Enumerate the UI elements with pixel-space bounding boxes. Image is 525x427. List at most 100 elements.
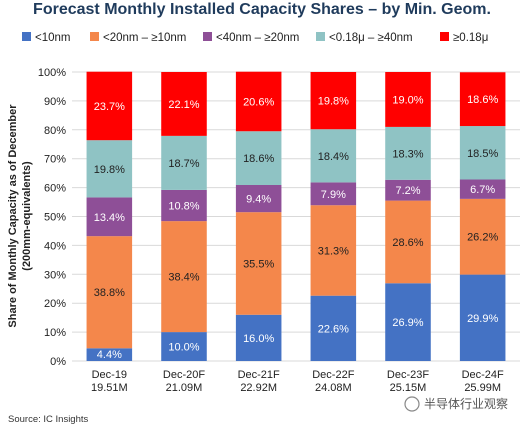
bar-segment bbox=[459, 274, 506, 361]
data-label: 20.6% bbox=[243, 96, 274, 108]
y-tick-label: 60% bbox=[44, 183, 66, 195]
bar-segment bbox=[86, 71, 133, 141]
legend-swatch bbox=[440, 32, 449, 41]
bar-segment bbox=[310, 295, 357, 361]
y-tick-label: 20% bbox=[44, 298, 66, 310]
data-label: 18.6% bbox=[467, 94, 498, 106]
bar-segment bbox=[385, 72, 431, 127]
data-label: 10.8% bbox=[168, 201, 199, 213]
legend-swatch bbox=[22, 32, 31, 41]
data-label: 7.9% bbox=[321, 189, 346, 201]
watermark-text: 半导体行业观察 bbox=[424, 397, 508, 411]
x-tick-label: Dec-22F bbox=[312, 369, 354, 381]
bar-segment bbox=[86, 236, 133, 349]
x-tick-label: Dec-19 bbox=[92, 369, 127, 381]
y-tick-label: 30% bbox=[44, 269, 66, 281]
bar-segment bbox=[161, 189, 207, 222]
x-tick-sublabel: 19.51M bbox=[91, 382, 128, 394]
x-tick-sublabel: 25.15M bbox=[390, 382, 427, 394]
bar-segment bbox=[235, 71, 282, 132]
watermark: 半导体行业观察 bbox=[404, 396, 508, 412]
x-tick-sublabel: 22.92M bbox=[240, 382, 277, 394]
bar-segment bbox=[459, 126, 506, 180]
y-axis-label: Share of Monthly Capacity as of December… bbox=[7, 104, 33, 328]
data-label: 19.8% bbox=[318, 96, 349, 108]
bars: 4.4% 38.8% 13.4% 19.8% 23.7% 10.0% 38.4% 10.8% 1… bbox=[86, 71, 506, 361]
y-tick-label: 90% bbox=[44, 96, 66, 108]
data-label: 19.0% bbox=[392, 94, 423, 106]
legend-item-label: ≥0.18μ bbox=[453, 32, 488, 44]
bar-segment bbox=[161, 332, 207, 361]
data-label: 6.7% bbox=[470, 184, 495, 196]
legend-swatch bbox=[90, 32, 99, 41]
y-tick-label: 10% bbox=[44, 327, 66, 339]
bar-segment bbox=[459, 72, 506, 127]
bar-segment bbox=[86, 140, 133, 198]
legend: <10nm <20nm – ≥10nm <40nm – ≥20nm <0.18μ – … bbox=[22, 32, 488, 44]
data-label: 18.6% bbox=[243, 153, 274, 165]
data-label: 16.0% bbox=[243, 333, 274, 345]
data-label: 26.2% bbox=[467, 232, 498, 244]
data-label: 22.6% bbox=[318, 323, 349, 335]
bar-segment bbox=[235, 131, 282, 185]
bar-segment bbox=[235, 212, 282, 315]
bar-segment bbox=[310, 129, 357, 183]
chart-title: Forecast Monthly Installed Capacity Shar… bbox=[33, 1, 491, 18]
data-label: 9.4% bbox=[246, 194, 271, 206]
y-axis-label-line-2: (200mm-equivalents) bbox=[21, 161, 33, 271]
bar-segment bbox=[459, 198, 506, 275]
bar-segment bbox=[385, 179, 431, 201]
data-label: 4.4% bbox=[97, 349, 122, 361]
legend-swatch bbox=[316, 32, 325, 41]
data-label: 23.7% bbox=[94, 101, 125, 113]
y-tick-label: 70% bbox=[44, 154, 66, 166]
data-label: 18.5% bbox=[467, 148, 498, 160]
data-label: 13.4% bbox=[94, 212, 125, 224]
bar-segment bbox=[235, 184, 282, 213]
data-label: 38.8% bbox=[94, 287, 125, 299]
bar-segment bbox=[310, 182, 357, 206]
bar-segment bbox=[86, 348, 133, 361]
y-tick-label: 0% bbox=[50, 356, 66, 368]
x-tick-label: Dec-23F bbox=[387, 369, 429, 381]
legend-swatch bbox=[203, 32, 212, 41]
bar-segment bbox=[459, 179, 506, 199]
data-label: 26.9% bbox=[392, 317, 423, 329]
data-label: 38.4% bbox=[168, 272, 199, 284]
bar-segment bbox=[235, 314, 282, 361]
data-label: 10.0% bbox=[168, 342, 199, 354]
legend-item-label: <0.18μ – ≥40nm bbox=[329, 32, 413, 44]
data-label: 31.3% bbox=[318, 245, 349, 257]
x-tick-label: Dec-21F bbox=[238, 369, 280, 381]
x-tick-label: Dec-24F bbox=[462, 369, 504, 381]
y-axis-ticks: 0% 10% 20% 30% 40% 50% 60% 70% 80% 90% 100% bbox=[38, 67, 66, 368]
y-tick-label: 50% bbox=[44, 212, 66, 224]
legend-item-label: <40nm – ≥20nm bbox=[216, 32, 299, 44]
data-label: 28.6% bbox=[392, 237, 423, 249]
gridlines bbox=[72, 71, 520, 362]
bar-segment bbox=[161, 72, 207, 136]
bar-segment bbox=[310, 72, 357, 130]
watermark-logo-icon bbox=[404, 396, 420, 412]
data-label: 29.9% bbox=[467, 313, 498, 325]
y-axis-label-line-1: Share of Monthly Capacity as of December bbox=[7, 104, 19, 328]
y-tick-label: 80% bbox=[44, 125, 66, 137]
data-label: 18.7% bbox=[168, 158, 199, 170]
source-note: Source: IC Insights bbox=[8, 414, 89, 425]
data-label: 35.5% bbox=[243, 258, 274, 270]
data-label: 19.8% bbox=[94, 164, 125, 176]
legend-item-label: <10nm bbox=[35, 32, 70, 44]
bar-segment bbox=[310, 205, 357, 296]
bar-segment bbox=[86, 197, 133, 237]
x-tick-label: Dec-20F bbox=[163, 369, 205, 381]
bar-segment bbox=[385, 283, 431, 361]
bar-segment bbox=[385, 200, 431, 284]
x-tick-sublabel: 21.09M bbox=[166, 382, 203, 394]
y-tick-label: 40% bbox=[44, 240, 66, 252]
bar-segment bbox=[385, 126, 431, 180]
data-label: 7.2% bbox=[395, 185, 420, 197]
data-label: 18.3% bbox=[392, 148, 423, 160]
x-tick-sublabel: 24.08M bbox=[315, 382, 352, 394]
